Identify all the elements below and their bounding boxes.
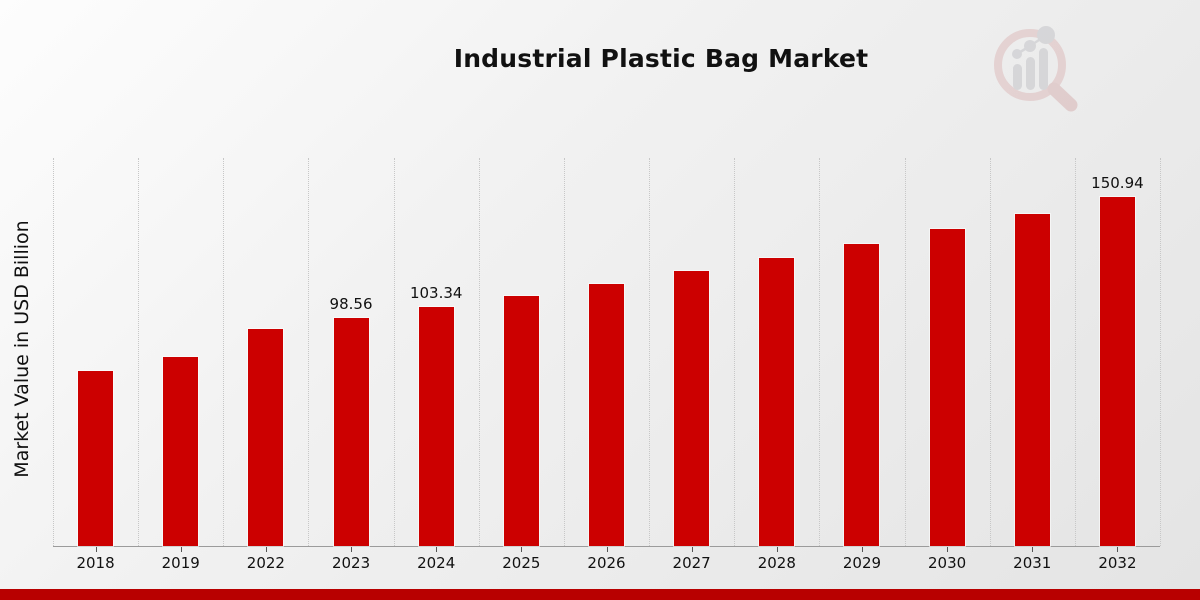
x-axis-tick bbox=[947, 547, 949, 552]
gridline bbox=[819, 158, 821, 546]
x-axis-tick bbox=[351, 547, 353, 552]
bar-2024 bbox=[418, 307, 454, 546]
bar-2023 bbox=[333, 318, 369, 546]
x-tick-label-2022: 2022 bbox=[246, 554, 285, 572]
gridline bbox=[478, 158, 480, 546]
magnifier-bar-chart-logo-icon bbox=[994, 26, 1078, 112]
x-tick-label-2028: 2028 bbox=[757, 554, 796, 572]
x-axis-tick bbox=[606, 547, 608, 552]
x-axis-tick bbox=[776, 547, 778, 552]
gridline bbox=[223, 158, 225, 546]
x-axis-tick bbox=[861, 547, 863, 552]
x-tick-label-2032: 2032 bbox=[1098, 554, 1137, 572]
bar-2022 bbox=[248, 328, 284, 546]
chart-title: Industrial Plastic Bag Market bbox=[453, 44, 869, 73]
x-tick-label-2026: 2026 bbox=[587, 554, 626, 572]
bar-2018 bbox=[78, 371, 114, 546]
bar-value-label-2032: 150.94 bbox=[1091, 174, 1144, 193]
gridline bbox=[1074, 158, 1076, 546]
bar-2025 bbox=[503, 295, 539, 546]
bar-2026 bbox=[589, 283, 624, 546]
bar-value-label-2024: 103.34 bbox=[409, 284, 463, 303]
x-tick-label-2031: 2031 bbox=[1013, 554, 1052, 572]
gridline bbox=[1160, 158, 1161, 546]
x-tick-label-2027: 2027 bbox=[672, 554, 711, 572]
x-axis-tick bbox=[95, 547, 97, 552]
bar-2029 bbox=[844, 243, 880, 546]
gridline bbox=[308, 158, 310, 546]
plot-area: 2018 2019 2022 98.56 2023 103.34 2024 2025 2026 2… bbox=[53, 158, 1161, 572]
gridline bbox=[563, 158, 565, 546]
gridline bbox=[734, 158, 736, 546]
x-axis-tick bbox=[1032, 547, 1034, 552]
x-tick-label-2025: 2025 bbox=[502, 554, 541, 572]
bar-2027 bbox=[674, 270, 710, 546]
bar-2028 bbox=[759, 257, 795, 546]
x-axis-tick bbox=[521, 547, 523, 552]
x-tick-label-2018: 2018 bbox=[76, 554, 115, 572]
x-tick-label-2023: 2023 bbox=[331, 554, 371, 572]
x-tick-label-2024: 2024 bbox=[417, 554, 456, 572]
bottom-accent-bar bbox=[0, 589, 1200, 600]
gridline bbox=[989, 158, 991, 546]
x-axis-tick bbox=[691, 547, 693, 552]
gridline bbox=[649, 158, 651, 546]
bar-value-label-2023: 98.56 bbox=[329, 295, 373, 314]
x-axis-tick bbox=[1117, 547, 1119, 552]
x-tick-label-2019: 2019 bbox=[161, 554, 200, 572]
x-tick-label-2029: 2029 bbox=[842, 554, 882, 572]
gridline bbox=[138, 158, 140, 546]
bar-2031 bbox=[1014, 213, 1050, 546]
gridline bbox=[393, 158, 395, 546]
bar-2019 bbox=[163, 356, 199, 546]
gridline bbox=[904, 158, 906, 546]
bar-2032 bbox=[1099, 197, 1135, 546]
x-axis-tick bbox=[265, 547, 267, 552]
x-axis-tick bbox=[180, 547, 182, 552]
gridline bbox=[53, 158, 54, 546]
bar-2030 bbox=[929, 228, 965, 546]
x-axis-tick bbox=[436, 547, 438, 552]
x-tick-label-2030: 2030 bbox=[928, 554, 967, 572]
y-axis-label: Market Value in USD Billion bbox=[11, 220, 33, 478]
